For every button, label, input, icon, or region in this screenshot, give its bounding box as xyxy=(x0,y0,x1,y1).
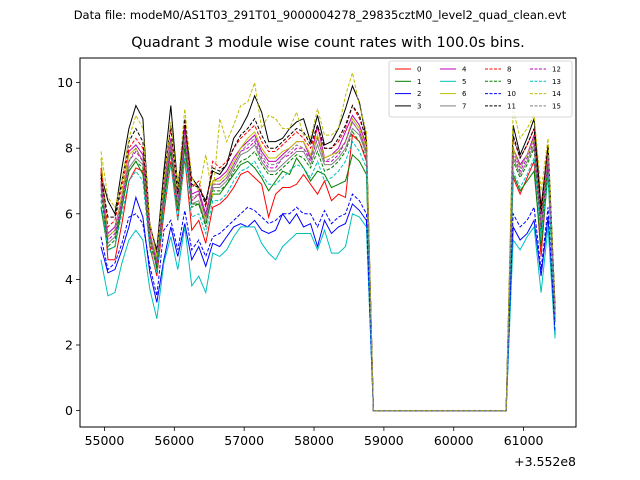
y-tick-label: 0 xyxy=(65,403,73,418)
x-offset-label: +3.552e8 xyxy=(514,454,576,469)
x-tick-label: 59000 xyxy=(364,433,404,448)
x-tick-label: 56000 xyxy=(154,433,194,448)
series-layer xyxy=(100,70,556,412)
series-line-14 xyxy=(100,70,556,412)
legend-label-15: 15 xyxy=(552,102,561,110)
series-line-5 xyxy=(100,213,556,412)
series-line-11 xyxy=(100,104,556,412)
axes-frame xyxy=(79,57,577,428)
x-tick-label: 55000 xyxy=(85,433,125,448)
series-line-2 xyxy=(100,195,556,412)
y-tick-label: 4 xyxy=(65,272,73,287)
data-file-label: Data file: modeM0/AS1T03_291T01_90000042… xyxy=(73,8,567,22)
x-tick-label: 58000 xyxy=(294,433,334,448)
y-tick-label: 6 xyxy=(65,206,73,221)
legend-label-3: 3 xyxy=(417,102,421,110)
legend-label-5: 5 xyxy=(462,78,466,86)
y-tick-label: 2 xyxy=(65,338,73,353)
x-tick-label: 61000 xyxy=(504,433,544,448)
y-tick-label: 10 xyxy=(57,75,73,90)
series-line-15 xyxy=(100,120,556,412)
legend-label-14: 14 xyxy=(552,90,561,98)
legend-label-7: 7 xyxy=(462,102,466,110)
legend-label-2: 2 xyxy=(417,90,421,98)
series-line-1 xyxy=(100,148,556,412)
series-line-13 xyxy=(100,140,556,412)
chart-title: Quadrant 3 module wise count rates with … xyxy=(131,35,525,51)
legend-label-6: 6 xyxy=(462,90,467,98)
legend-label-1: 1 xyxy=(417,78,421,86)
legend-label-12: 12 xyxy=(552,66,561,74)
legend-label-13: 13 xyxy=(552,78,561,86)
y-tick-label: 8 xyxy=(65,141,73,156)
legend-box xyxy=(388,60,573,118)
legend-label-11: 11 xyxy=(507,102,516,110)
x-tick-label: 60000 xyxy=(434,433,474,448)
legend-label-8: 8 xyxy=(507,66,511,74)
legend-label-10: 10 xyxy=(507,90,516,98)
x-axis: 55000 56000 57000 58000 59000 60000 61000 xyxy=(85,427,544,448)
legend-label-9: 9 xyxy=(507,78,511,86)
y-axis: 0 2 4 6 8 10 xyxy=(57,75,80,418)
legend-label-4: 4 xyxy=(462,66,467,74)
x-tick-label: 57000 xyxy=(224,433,264,448)
legend-label-0: 0 xyxy=(417,66,421,74)
series-line-0 xyxy=(100,134,556,412)
